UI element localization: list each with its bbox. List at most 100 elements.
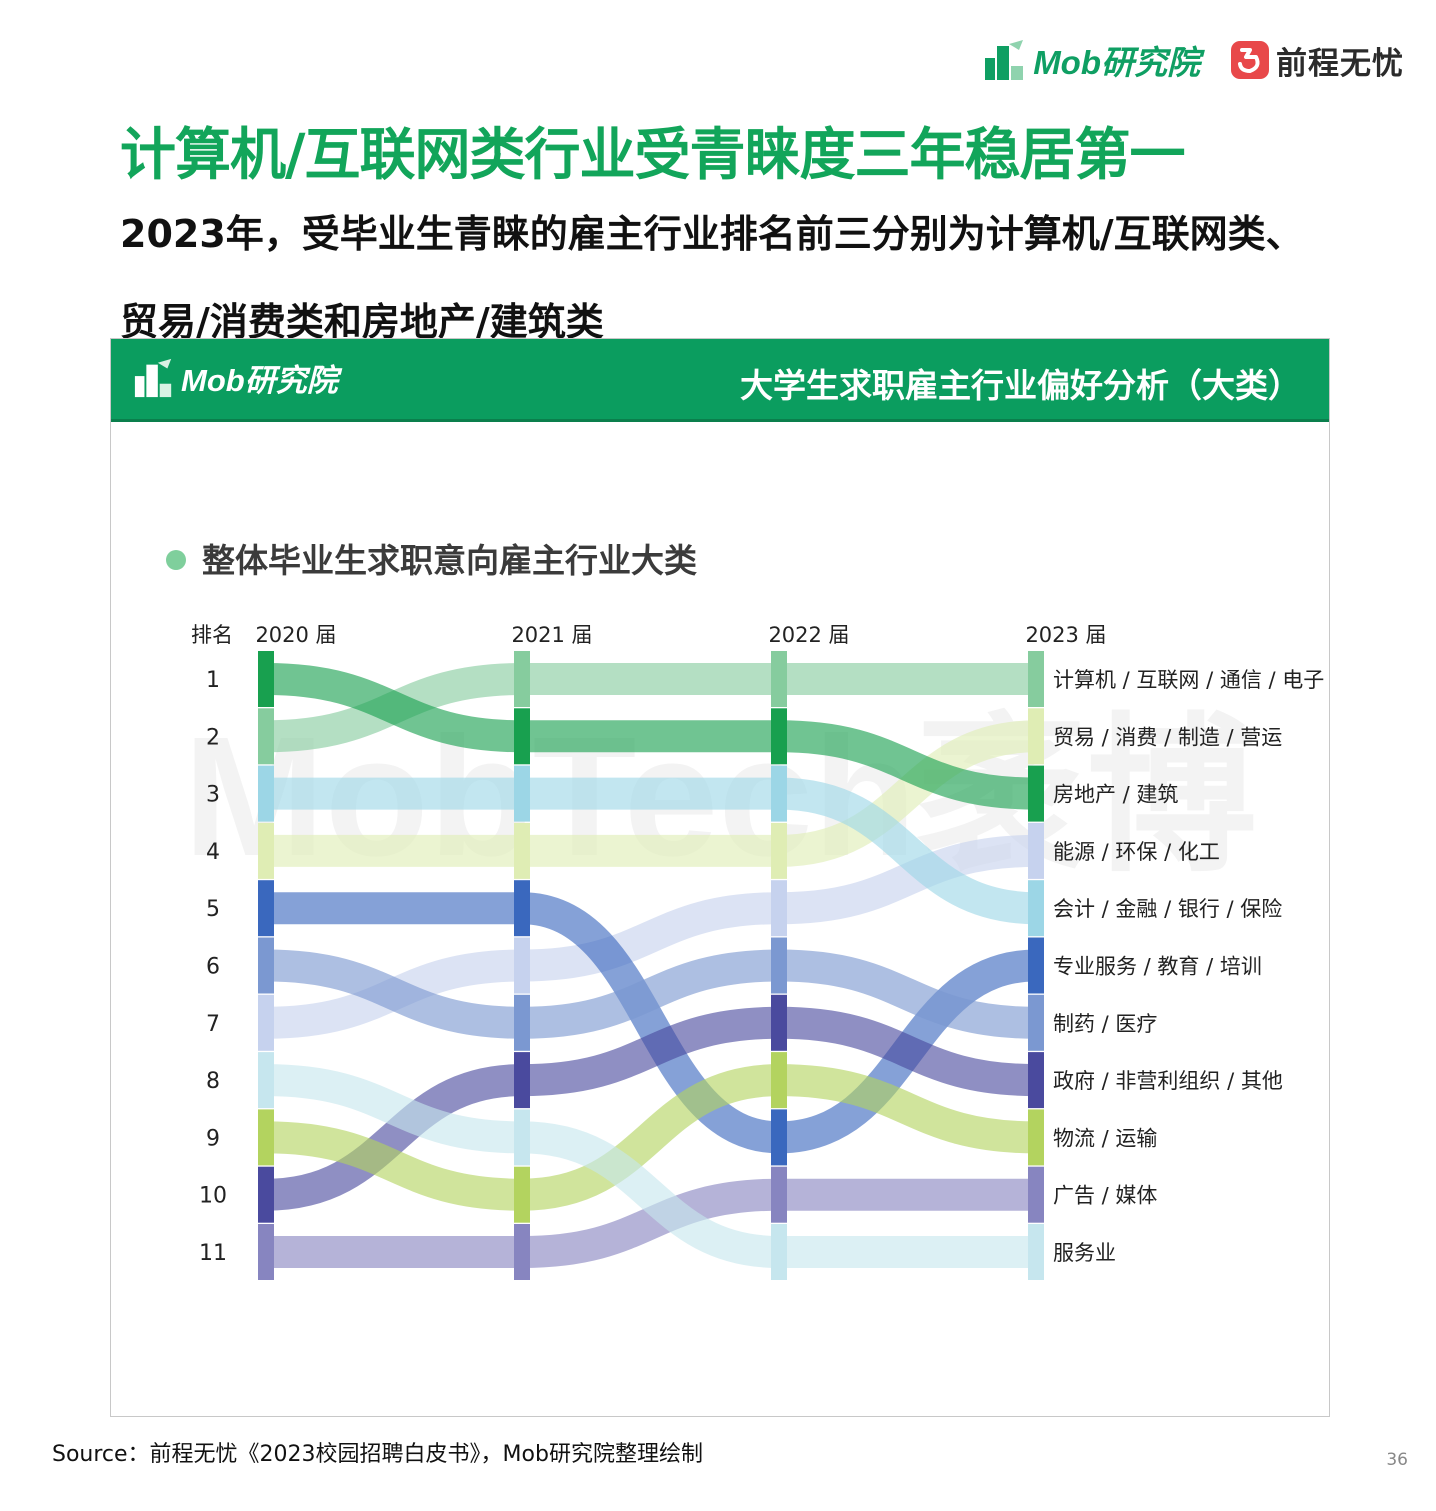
series-label: 会计 / 金融 / 银行 / 保险 — [1053, 897, 1282, 921]
rank-node — [1028, 1109, 1044, 1166]
rank-node — [258, 937, 274, 994]
mob-logo: Mob研究院 — [983, 36, 1200, 84]
series-ribbon — [265, 949, 523, 1039]
rank-label: 4 — [206, 840, 220, 865]
bump-chart: MobTech袤博 整体毕业生求职意向雇主行业大类 排名 2020 届 2021 … — [166, 541, 1324, 1280]
year-label: 2023 届 — [1025, 623, 1106, 647]
rank-label: 8 — [206, 1069, 220, 1094]
series-ribbon — [521, 1178, 780, 1268]
series-ribbon — [778, 777, 1037, 925]
rank-node — [771, 708, 787, 765]
rank-label: 7 — [206, 1012, 220, 1037]
page-title: 计算机/互联网类行业受青睐度三年稳居第一 — [120, 123, 1185, 188]
series-ribbon — [778, 720, 1037, 810]
rank-node — [771, 1052, 787, 1109]
rank-node — [1028, 937, 1044, 994]
rank-node — [514, 1052, 530, 1109]
rank-node — [771, 880, 787, 937]
rank-node — [771, 1166, 787, 1223]
series-label: 物流 / 运输 — [1053, 1126, 1157, 1150]
rank-node — [258, 1166, 274, 1223]
series-label: 服务业 — [1053, 1241, 1116, 1265]
series-label: 房地产 / 建筑 — [1053, 783, 1178, 807]
source-note: Source：前程无忧《2023校园招聘白皮书》，Mob研究院整理绘制 — [52, 1442, 703, 1467]
page-number: 36 — [1386, 1450, 1408, 1470]
series-ribbon — [265, 663, 523, 753]
series-ribbon — [265, 1064, 523, 1211]
rank-node — [258, 1224, 274, 1280]
mob-logo-text: Mob研究院 — [1033, 44, 1200, 81]
series-ribbon — [778, 949, 1037, 1039]
series-label: 政府 / 非营利组织 / 其他 — [1053, 1069, 1283, 1093]
rank-node — [771, 822, 787, 879]
qiancheng-logo: 前程无忧 — [1230, 38, 1404, 83]
rank-node — [1028, 708, 1044, 765]
rank-node — [771, 994, 787, 1051]
panel-mob-logo: Mob研究院 — [133, 355, 338, 400]
series-label: 计算机 / 互联网 / 通信 / 电子 — [1053, 668, 1324, 692]
rank-node — [771, 1224, 787, 1280]
year-label: 2021 届 — [511, 623, 592, 647]
series-ribbon — [521, 892, 780, 982]
page-subtitle: 2023年，受毕业生青睐的雇主行业排名前三分别为计算机/互联网类、贸易/消费类和… — [120, 212, 1304, 344]
panel-title: 大学生求职雇主行业偏好分析（大类） — [740, 366, 1301, 405]
qiancheng-logo-text: 前程无忧 — [1276, 45, 1404, 82]
rank-label: 2 — [206, 725, 220, 750]
rank-node — [258, 765, 274, 822]
rank-node — [514, 937, 530, 994]
rank-label: 11 — [199, 1241, 227, 1266]
label-layer: 2020 届 2021 届 2022 届 2023 届 1 2 3 4 5 6 7 8 9 10 11 计算机… — [199, 623, 1324, 1266]
rank-node — [1028, 994, 1044, 1051]
node-layer — [258, 651, 1044, 1280]
rank-node — [258, 651, 274, 707]
rank-node — [1028, 880, 1044, 937]
series-label: 能源 / 环保 / 化工 — [1053, 840, 1220, 864]
series-ribbon — [778, 834, 1037, 925]
panel-mob-logo-text: Mob研究院 — [181, 363, 338, 398]
rank-node — [1028, 765, 1044, 822]
rank-node — [1028, 822, 1044, 879]
rank-node — [258, 1109, 274, 1166]
rank-node — [1028, 651, 1044, 707]
year-label: 2022 届 — [768, 623, 849, 647]
ribbon-layer — [265, 662, 1037, 1269]
rank-node — [258, 1052, 274, 1109]
rank-label: 5 — [206, 897, 220, 922]
year-label: 2020 届 — [255, 623, 336, 647]
series-ribbon — [778, 1006, 1037, 1097]
qiancheng-icon — [1231, 41, 1269, 79]
rank-label: 1 — [206, 668, 220, 693]
chart-title: 整体毕业生求职意向雇主行业大类 — [202, 541, 697, 580]
series-ribbon — [521, 1064, 780, 1211]
rank-node — [258, 822, 274, 879]
rank-node — [514, 1109, 530, 1166]
rank-label: 10 — [199, 1184, 227, 1209]
rank-node — [771, 765, 787, 822]
series-label: 制药 / 医疗 — [1053, 1012, 1157, 1036]
header-logos: Mob研究院 前程无忧 — [983, 36, 1404, 84]
series-ribbon — [778, 1064, 1037, 1154]
chart-panel: Mob研究院 大学生求职雇主行业偏好分析（大类） — [110, 338, 1330, 1417]
rank-node — [514, 994, 530, 1051]
rank-label: 6 — [206, 955, 220, 980]
rank-label: 9 — [206, 1126, 220, 1151]
rank-node — [514, 822, 530, 879]
rank-node — [514, 1224, 530, 1280]
panel-mob-building-icon — [134, 358, 172, 397]
series-ribbon — [521, 892, 780, 1154]
rank-node — [514, 765, 530, 822]
rank-node — [1028, 1224, 1044, 1280]
series-ribbon — [521, 949, 780, 1039]
series-ribbon — [521, 1006, 780, 1097]
series-ribbon — [778, 720, 1037, 867]
rank-node — [771, 1109, 787, 1166]
rank-label: 3 — [206, 783, 220, 808]
series-label: 贸易 / 消费 / 制造 / 营运 — [1053, 725, 1282, 749]
chart-title-dot — [166, 550, 186, 570]
rank-node — [514, 880, 530, 937]
rank-header: 排名 — [191, 623, 233, 647]
series-ribbon — [521, 1121, 780, 1268]
rank-node — [514, 1166, 530, 1223]
series-label: 专业服务 / 教育 / 培训 — [1053, 955, 1262, 979]
rank-node — [514, 708, 530, 765]
